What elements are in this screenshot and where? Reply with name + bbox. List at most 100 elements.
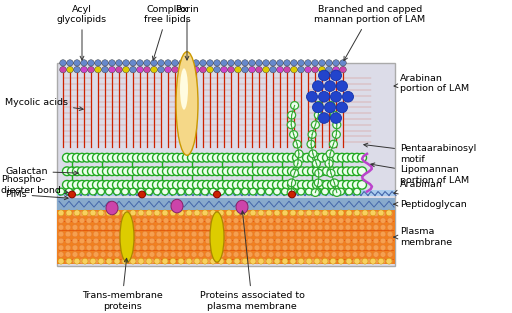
Circle shape [289,252,295,257]
Circle shape [156,225,162,230]
Circle shape [333,60,339,66]
Circle shape [317,225,323,230]
Circle shape [81,60,88,66]
Circle shape [323,153,331,162]
Circle shape [90,210,96,216]
Circle shape [338,238,344,244]
Circle shape [114,252,120,257]
Circle shape [331,91,342,102]
Circle shape [318,113,330,123]
Circle shape [121,259,127,264]
Circle shape [275,259,281,264]
Circle shape [86,252,92,257]
Circle shape [223,181,231,189]
Circle shape [221,66,227,73]
Circle shape [151,60,157,66]
Circle shape [107,245,113,250]
Circle shape [62,153,72,162]
Circle shape [233,211,239,217]
Circle shape [116,66,122,73]
Circle shape [247,252,253,257]
Circle shape [146,210,152,216]
Circle shape [72,245,78,250]
Circle shape [310,245,316,250]
Text: PIMs: PIMs [5,190,68,200]
Circle shape [232,167,242,176]
Circle shape [297,181,307,189]
Circle shape [130,258,136,264]
Circle shape [282,231,288,237]
Circle shape [205,259,211,264]
Circle shape [177,238,183,244]
Circle shape [191,218,197,223]
Circle shape [107,231,113,237]
Circle shape [324,259,330,264]
Circle shape [380,218,386,223]
Circle shape [82,258,88,264]
Circle shape [173,167,181,176]
Circle shape [225,188,232,195]
Circle shape [306,210,312,216]
Circle shape [205,238,211,244]
Circle shape [234,210,240,216]
Circle shape [297,60,304,66]
Circle shape [198,245,204,250]
Circle shape [178,258,184,264]
Circle shape [266,258,272,264]
Circle shape [73,153,81,162]
Circle shape [97,181,106,189]
Circle shape [338,210,344,216]
Circle shape [227,181,237,189]
Circle shape [156,245,162,250]
Circle shape [317,238,323,244]
Circle shape [149,245,155,250]
Circle shape [72,211,78,217]
Circle shape [221,60,227,66]
Text: Plasma
membrane: Plasma membrane [394,227,452,247]
Circle shape [212,153,222,162]
Circle shape [258,188,265,195]
Circle shape [149,259,155,264]
Circle shape [240,252,246,257]
Circle shape [293,140,301,148]
Circle shape [58,259,64,264]
Circle shape [219,231,225,237]
Circle shape [163,231,169,237]
Circle shape [219,245,225,250]
Circle shape [268,225,274,230]
Circle shape [345,245,351,250]
Circle shape [161,188,168,195]
Circle shape [352,218,358,223]
Circle shape [324,225,330,230]
Circle shape [329,140,337,148]
Circle shape [223,167,231,176]
Circle shape [137,66,143,73]
Circle shape [303,181,311,189]
Circle shape [219,252,225,257]
Circle shape [359,238,365,244]
Circle shape [275,225,281,230]
Circle shape [233,259,239,264]
Circle shape [291,60,297,66]
Circle shape [282,252,288,257]
Circle shape [113,181,121,189]
Circle shape [102,167,112,176]
Circle shape [167,153,177,162]
Circle shape [212,259,218,264]
Circle shape [108,181,117,189]
Circle shape [270,60,276,66]
Circle shape [240,238,246,244]
Circle shape [212,211,218,217]
Circle shape [295,150,303,158]
Circle shape [337,181,347,189]
Circle shape [207,167,217,176]
Circle shape [205,218,211,223]
Circle shape [303,153,311,162]
Circle shape [121,225,127,230]
Circle shape [212,181,222,189]
Circle shape [158,181,166,189]
Circle shape [275,231,281,237]
Circle shape [135,252,141,257]
Bar [57,210,395,264]
Circle shape [65,259,71,264]
